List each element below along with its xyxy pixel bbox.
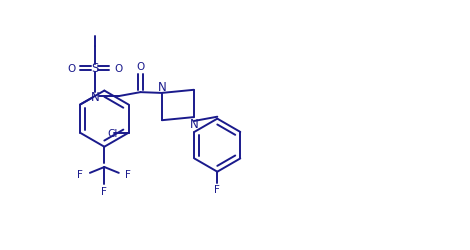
Text: O: O [136,61,145,71]
Text: F: F [102,186,107,196]
Text: F: F [78,169,83,179]
Text: O: O [114,64,122,74]
Text: N: N [157,81,166,94]
Text: S: S [91,62,99,75]
Text: N: N [90,90,99,103]
Text: F: F [125,169,131,179]
Text: F: F [214,184,220,194]
Text: N: N [189,117,198,130]
Text: O: O [67,64,76,74]
Text: Cl: Cl [108,128,118,138]
